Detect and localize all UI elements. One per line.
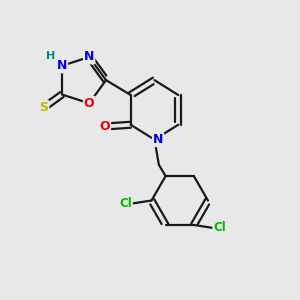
Text: N: N xyxy=(153,133,163,146)
Text: H: H xyxy=(46,51,55,61)
Text: S: S xyxy=(39,101,48,114)
Text: O: O xyxy=(84,97,94,110)
Text: N: N xyxy=(57,59,67,72)
Text: Cl: Cl xyxy=(119,197,132,210)
Text: N: N xyxy=(84,50,94,64)
Text: Cl: Cl xyxy=(213,221,226,235)
Text: O: O xyxy=(100,120,110,133)
